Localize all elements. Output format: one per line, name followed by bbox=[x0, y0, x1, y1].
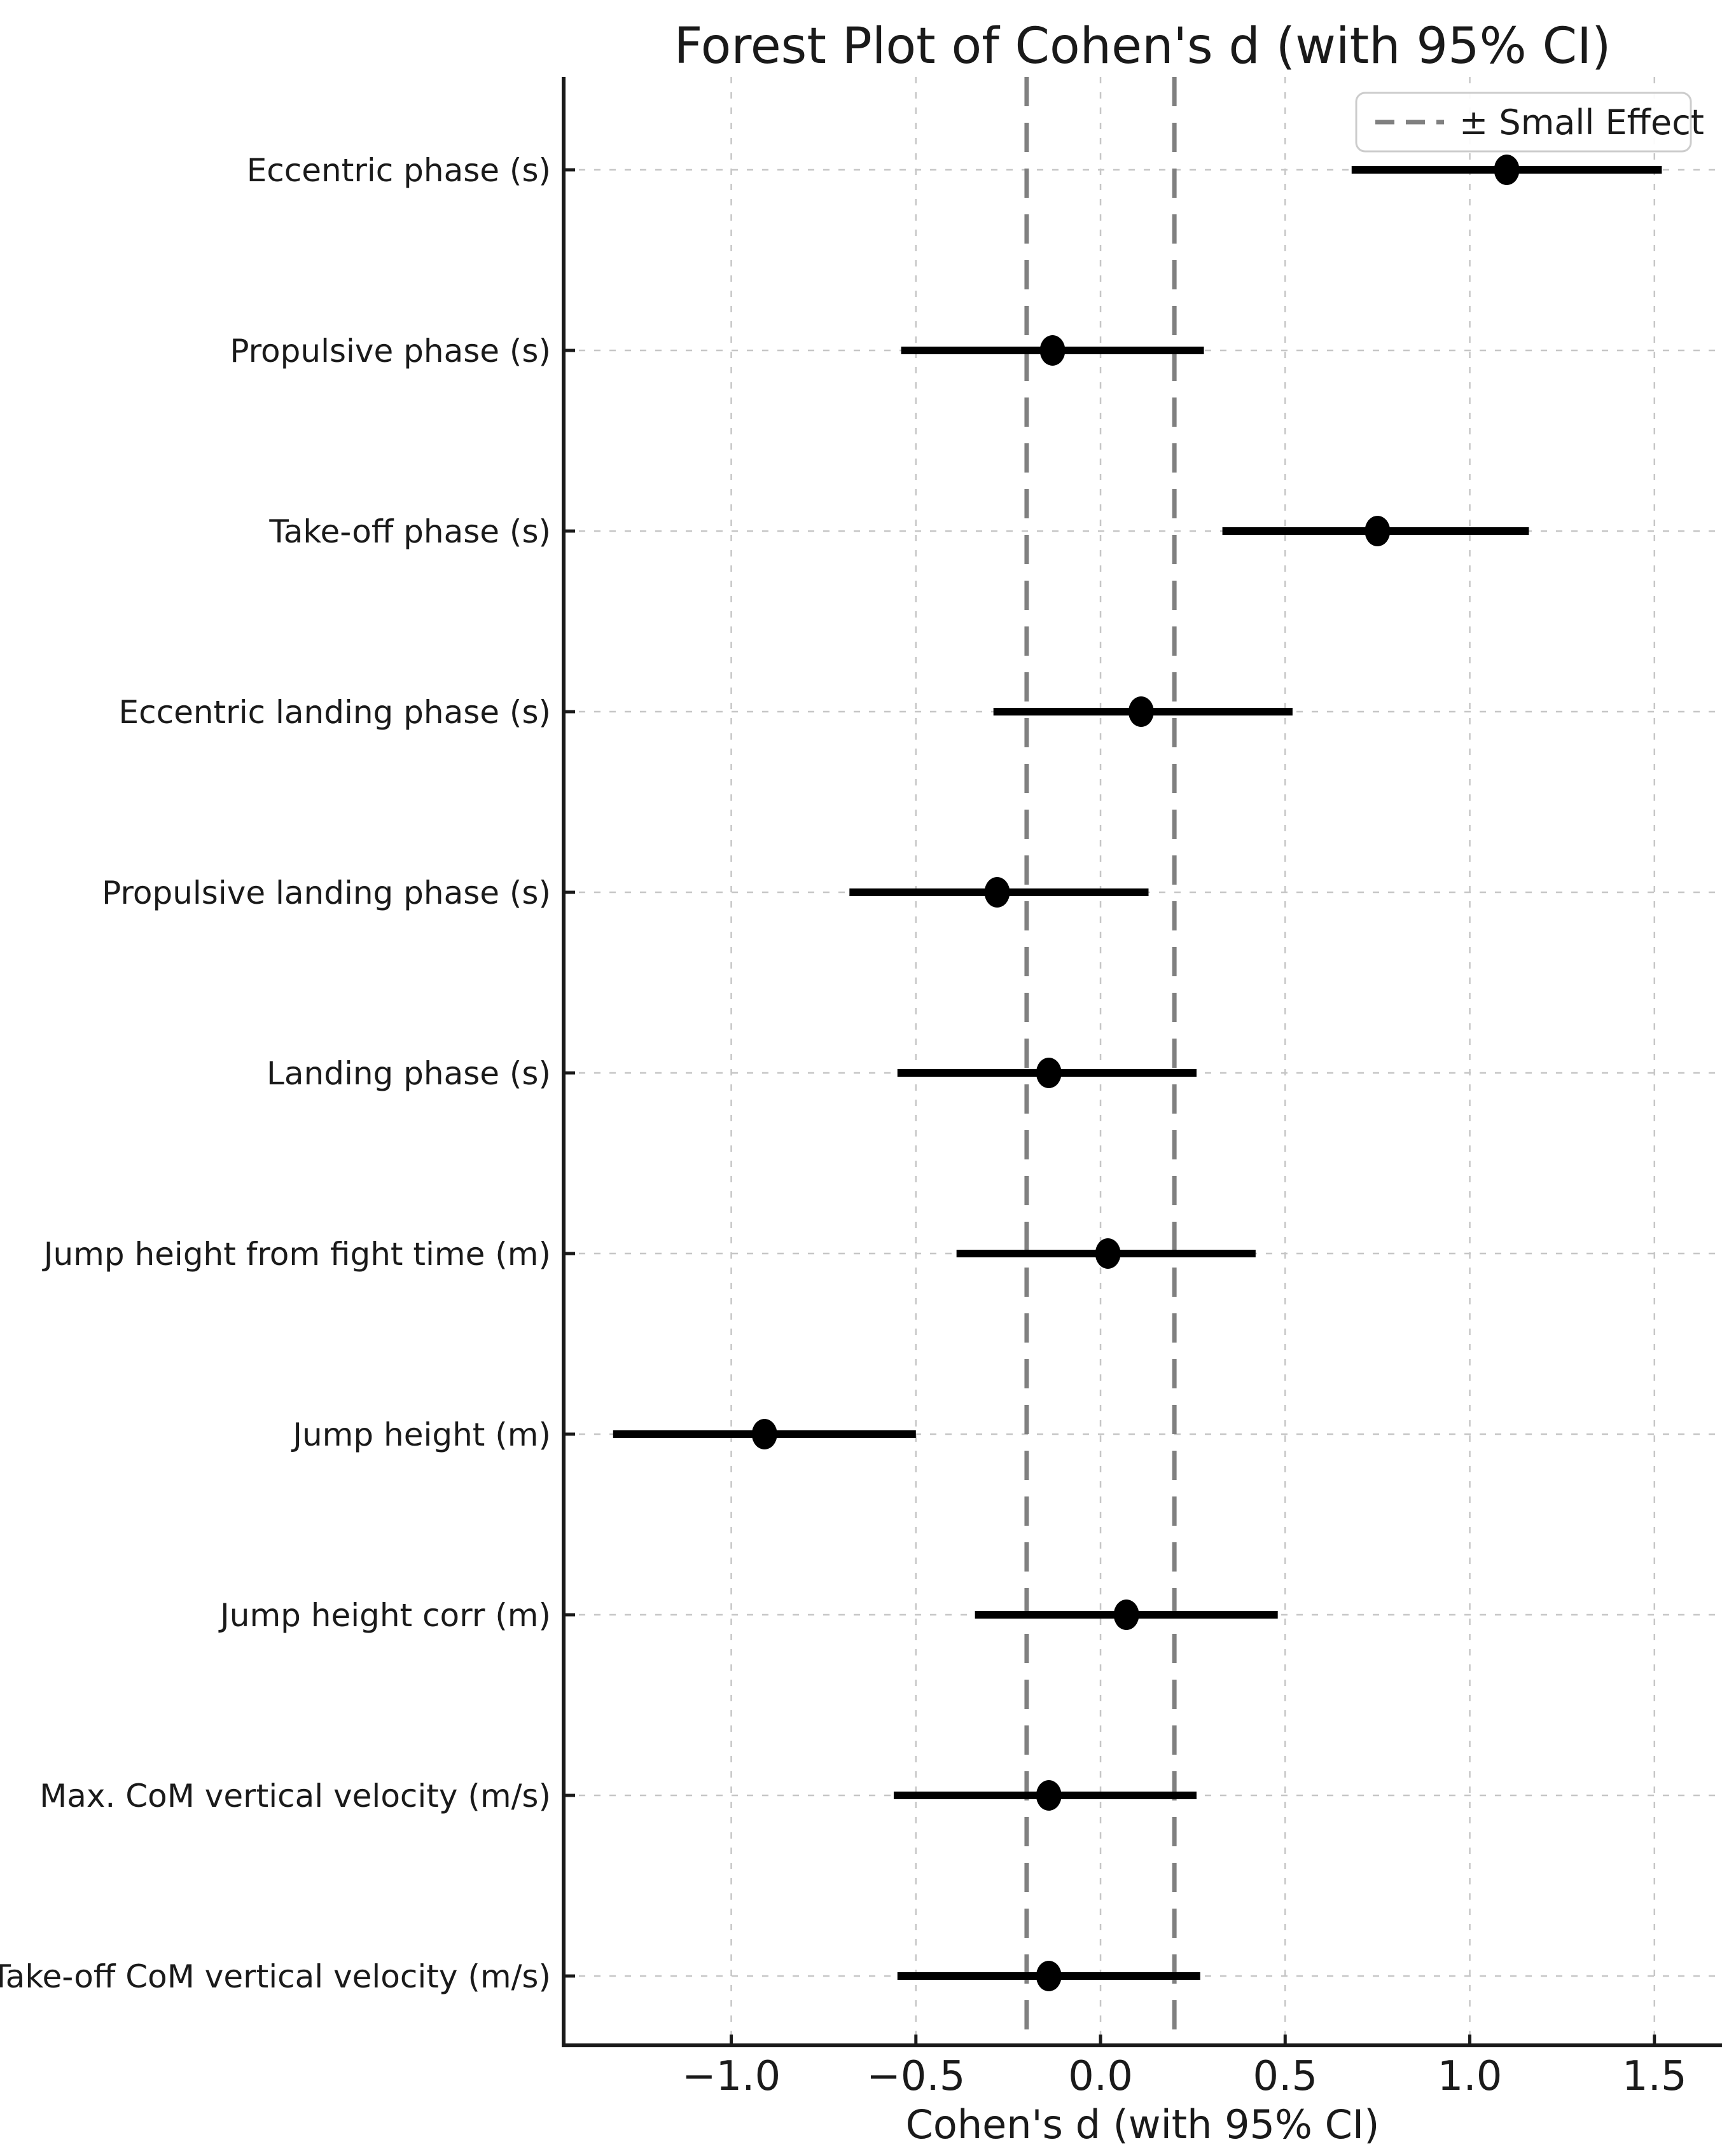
y-axis-label: Max. CoM vertical velocity (m/s) bbox=[39, 1778, 551, 1814]
y-axis-label: Take-off CoM vertical velocity (m/s) bbox=[0, 1958, 551, 1995]
x-tick-label: −1.0 bbox=[682, 2053, 781, 2100]
reference-layer bbox=[1024, 77, 1177, 2045]
y-axis-label: Eccentric phase (s) bbox=[247, 152, 551, 189]
point-marker bbox=[1113, 1600, 1139, 1630]
y-axis-label: Jump height corr (m) bbox=[218, 1597, 551, 1634]
point-marker bbox=[1494, 155, 1520, 185]
point-marker bbox=[751, 1419, 777, 1449]
y-axis-label: Jump height (m) bbox=[291, 1416, 551, 1453]
y-axis-label: Landing phase (s) bbox=[267, 1055, 551, 1092]
axes-layer bbox=[562, 77, 1722, 2047]
x-tick-label: 1.0 bbox=[1438, 2053, 1503, 2100]
chart-title: Forest Plot of Cohen's d (with 95% CI) bbox=[674, 18, 1611, 75]
y-axis-label: Eccentric landing phase (s) bbox=[119, 694, 551, 731]
legend: ± Small Effect bbox=[1355, 92, 1704, 153]
x-axis-title: Cohen's d (with 95% CI) bbox=[906, 2101, 1380, 2148]
point-marker bbox=[1036, 1058, 1062, 1088]
y-axis-label: Take-off phase (s) bbox=[268, 513, 551, 550]
point-marker bbox=[1039, 335, 1066, 366]
point-marker bbox=[1364, 516, 1391, 546]
x-tick-label: 1.5 bbox=[1622, 2053, 1687, 2100]
labels-layer: Eccentric phase (s) Propulsive phase (s) T… bbox=[0, 152, 1687, 2100]
y-axis-label: Propulsive phase (s) bbox=[230, 333, 551, 370]
legend-box bbox=[1355, 92, 1692, 153]
legend-label: ± Small Effect bbox=[1459, 102, 1704, 142]
y-axis-label: Propulsive landing phase (s) bbox=[102, 874, 551, 911]
point-marker bbox=[1128, 696, 1154, 727]
point-marker bbox=[984, 877, 1010, 908]
point-marker bbox=[1036, 1780, 1062, 1811]
grid-layer bbox=[564, 77, 1722, 2045]
y-axis-label: Jump height from fight time (m) bbox=[42, 1236, 551, 1273]
data-layer bbox=[613, 155, 1662, 1991]
x-tick-label: 0.5 bbox=[1253, 2053, 1317, 2100]
point-marker bbox=[1036, 1961, 1062, 1991]
x-tick-label: 0.0 bbox=[1068, 2053, 1133, 2100]
point-marker bbox=[1095, 1238, 1121, 1269]
x-tick-label: −0.5 bbox=[866, 2053, 965, 2100]
